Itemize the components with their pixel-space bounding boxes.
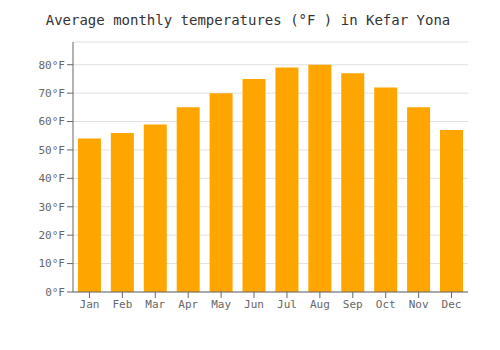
svg-text:50°F: 50°F (39, 144, 66, 157)
html-text:Average monthly temperatures (: Average monthly temperatures (°F ) in Ke… (45, 12, 451, 28)
svg-text:10°F: 10°F (39, 257, 66, 270)
svg-text:May: May (211, 298, 231, 311)
svg-text:60°F: 60°F (39, 115, 66, 128)
svg-text:Feb: Feb (112, 298, 132, 311)
svg-text:80°F: 80°F (39, 59, 66, 72)
svg-text:Sep: Sep (343, 298, 363, 311)
svg-text:30°F: 30°F (39, 201, 66, 214)
svg-text:Aug: Aug (310, 298, 330, 311)
svg-text:Nov: Nov (409, 298, 429, 311)
svg-text:Jun: Jun (244, 298, 264, 311)
svg-text:Dec: Dec (442, 298, 462, 311)
svg-text:70°F: 70°F (39, 87, 66, 100)
svg-text:Jan: Jan (80, 298, 100, 311)
svg-text:Apr: Apr (178, 298, 198, 311)
svg-text:20°F: 20°F (39, 229, 66, 242)
svg-text:0°F: 0°F (45, 286, 65, 299)
svg-text:Oct: Oct (376, 298, 396, 311)
svg-text:40°F: 40°F (39, 172, 66, 185)
svg-text:Mar: Mar (145, 298, 165, 311)
svg-text:Jul: Jul (277, 298, 297, 311)
